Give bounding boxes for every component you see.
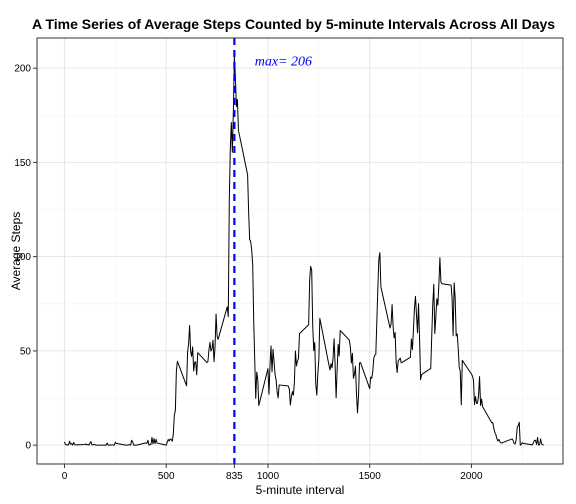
y-axis-ticks: 0 50 100 150 200	[14, 64, 37, 452]
y-tick-label: 100	[14, 252, 31, 263]
y-tick-label: 150	[14, 158, 31, 169]
x-tick-label: 2000	[460, 471, 483, 482]
y-tick-label: 50	[20, 346, 32, 357]
y-axis-label: Average Steps	[9, 212, 23, 291]
series-layer	[64, 56, 544, 446]
x-tick-label: 835	[226, 471, 243, 482]
max-annotation: max= 206	[255, 55, 312, 70]
major-gridlines	[37, 38, 563, 464]
chart-title: A Time Series of Average Steps Counted b…	[32, 16, 555, 32]
panel-border	[36, 37, 564, 465]
x-tick-label: 1500	[359, 471, 382, 482]
x-tick-label: 0	[62, 471, 68, 482]
series-line	[64, 56, 544, 446]
x-tick-label: 500	[158, 471, 175, 482]
minor-gridlines	[37, 38, 563, 464]
x-axis-ticks: 0 500 835 1000 1500 2000	[62, 464, 483, 482]
x-tick-label: 1000	[257, 471, 280, 482]
x-axis-label: 5-minute interval	[256, 483, 345, 497]
y-tick-label: 0	[25, 441, 31, 452]
y-tick-label: 200	[14, 64, 31, 75]
